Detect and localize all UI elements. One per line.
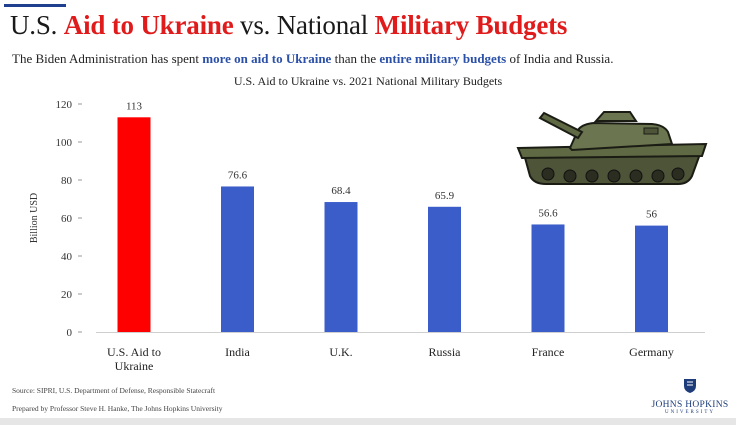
bar [635,225,668,332]
bar-value-label: 56.6 [538,207,558,219]
x-tick-label: Ukraine [115,359,154,373]
x-tick-label: U.K. [329,345,352,359]
shield-crest-icon [684,379,696,393]
y-tick-label: 60 [61,213,73,225]
logo-name: JOHNS HOPKINS [651,400,729,410]
bar-value-label: 76.6 [228,169,248,181]
bottom-band [0,418,736,425]
y-tick-label: 100 [56,137,73,149]
y-tick-label: 0 [67,327,73,339]
title-text-vs: vs. National [233,10,375,40]
x-tick-label: Russia [428,345,461,359]
subtitle-text-end: of India and Russia. [506,51,614,66]
page-title: U.S. Aid to Ukraine vs. National Militar… [10,10,567,41]
bar [117,117,151,332]
jhu-logo: JOHNS HOPKINS UNIVERSITY [650,378,730,415]
bar [428,206,461,332]
x-tick-label: Germany [629,345,674,359]
tank-icon [516,111,708,185]
y-tick-label: 40 [61,251,73,263]
bar [324,202,358,332]
source-note: Source: SIPRI, U.S. Department of Defens… [12,386,216,395]
logo-subtext: UNIVERSITY [665,410,715,415]
top-accent-rule [4,4,66,7]
chart-title: U.S. Aid to Ukraine vs. 2021 National Mi… [233,74,503,88]
subtitle-text: The Biden Administration has spent [12,51,203,66]
prepared-by-note: Prepared by Professor Steve H. Hanke, Th… [12,404,223,413]
y-tick-label: 20 [61,289,73,301]
bar-value-label: 56 [646,209,658,221]
bar-value-label: 113 [126,100,143,112]
bar [531,224,565,332]
x-tick-label: France [532,345,565,359]
title-highlight-aid: Aid to Ukraine [63,10,234,40]
bar-value-label: 65.9 [435,190,455,202]
page-subtitle: The Biden Administration has spent more … [12,51,613,67]
bar [221,186,254,332]
subtitle-text-mid: than the [331,51,380,66]
y-axis-title: Billion USD [29,193,40,243]
y-tick-label: 80 [61,175,73,187]
y-tick-label: 120 [56,99,73,111]
x-tick-label: India [225,345,250,359]
bar-value-label: 68.4 [331,185,351,197]
title-text: U.S. [10,10,64,40]
subtitle-highlight-aid: more on aid to Ukraine [202,51,332,66]
subtitle-highlight-budgets: entire military budgets [379,51,507,66]
title-highlight-military: Military Budgets [374,10,568,40]
x-tick-label: U.S. Aid to [107,345,161,359]
